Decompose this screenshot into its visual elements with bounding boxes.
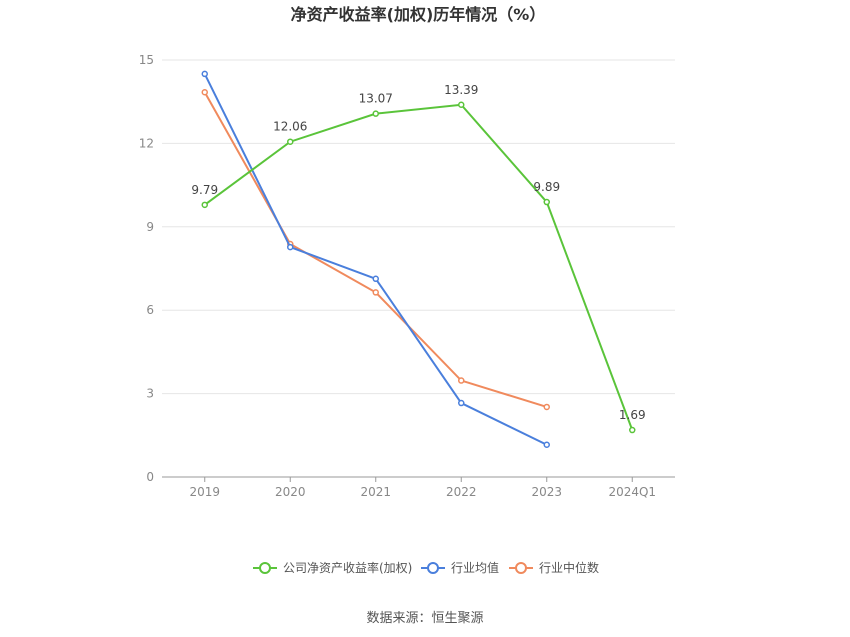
series-line-2 [203, 91, 548, 408]
data-source: 数据来源：恒生聚源 [366, 611, 483, 626]
x-tick-label: 2020 [275, 485, 306, 499]
data-point [201, 88, 208, 96]
series-group: 9.79 12.06 13.07 13.39 9.89 1.69 [191, 70, 646, 449]
grid [162, 59, 675, 395]
legend-label: 公司净资产收益率(加权) [283, 560, 412, 575]
data-point [201, 70, 208, 78]
data-point [458, 377, 465, 384]
series-line-0 [204, 103, 634, 431]
data-label: 12.06 [273, 120, 307, 134]
x-tick-label: 2023 [531, 485, 562, 499]
data-label: 9.79 [191, 183, 218, 197]
data-point [287, 243, 294, 251]
x-tick-label: 2024Q1 [608, 485, 656, 499]
series-line-1 [203, 73, 548, 446]
legend: 公司净资产收益率(加权) 行业均值 行业中位数 [253, 560, 599, 575]
x-tick-label: 2021 [360, 485, 391, 499]
data-point [629, 426, 636, 434]
y-tick-label: 12 [139, 136, 154, 150]
data-point [543, 403, 550, 411]
x-tick-label: 2019 [189, 485, 220, 499]
legend-swatch-marker [515, 562, 527, 574]
data-point [543, 198, 550, 206]
data-label: 1.69 [619, 408, 646, 422]
y-tick-label: 15 [139, 53, 154, 67]
data-point [458, 101, 465, 109]
legend-swatch-marker [427, 562, 439, 574]
y-tick-label: 0 [146, 470, 154, 484]
chart-title: 净资产收益率(加权)历年情况（%） [291, 5, 546, 24]
data-point [372, 289, 379, 296]
legend-item-2[interactable]: 行业中位数 [509, 560, 599, 575]
data-point [372, 275, 379, 283]
legend-label: 行业均值 [451, 560, 499, 575]
legend-label: 行业中位数 [539, 560, 599, 575]
data-point [287, 138, 294, 145]
data-point [458, 399, 465, 407]
data-point [543, 441, 550, 449]
data-label: 13.39 [444, 83, 478, 97]
y-tick-label: 3 [146, 387, 154, 401]
legend-item-0[interactable]: 公司净资产收益率(加权) [253, 560, 412, 575]
data-label: 13.07 [359, 92, 393, 106]
data-label: 9.89 [533, 180, 560, 194]
data-point [201, 201, 208, 209]
data-point [372, 110, 379, 117]
axes: 0 3 6 9 12 15 2019 2020 2021 2022 2023 2024Q1 [139, 53, 675, 499]
legend-item-1[interactable]: 行业均值 [421, 560, 499, 575]
x-tick-label: 2022 [446, 485, 477, 499]
y-tick-label: 9 [146, 220, 154, 234]
y-tick-label: 6 [146, 303, 154, 317]
legend-swatch-marker [259, 562, 271, 574]
